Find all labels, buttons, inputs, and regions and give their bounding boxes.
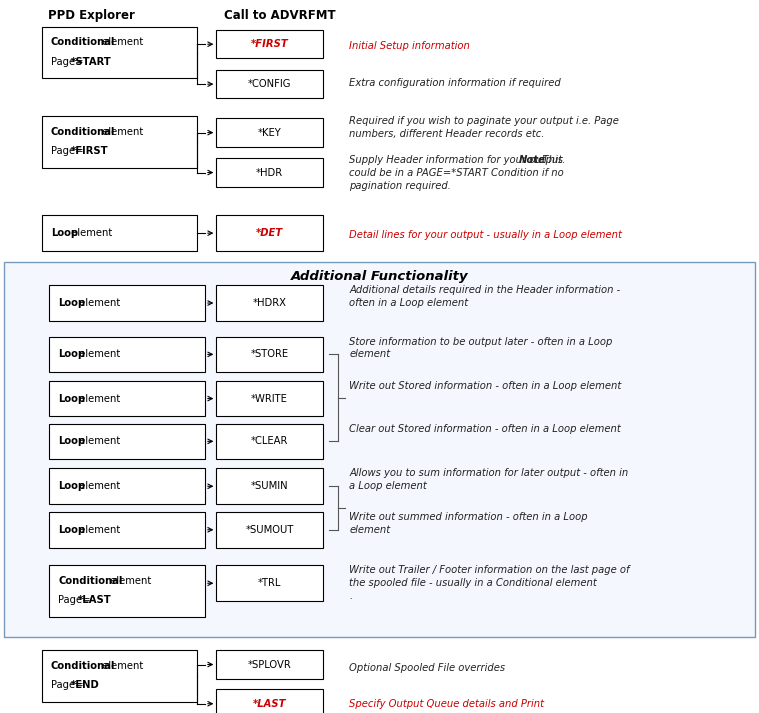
Text: *SUMOUT: *SUMOUT bbox=[245, 525, 294, 535]
Text: Write out Trailer / Footer information on the last page of: Write out Trailer / Footer information o… bbox=[349, 565, 630, 575]
Text: Conditional: Conditional bbox=[58, 576, 123, 586]
Text: a Loop element: a Loop element bbox=[349, 481, 427, 491]
Bar bbox=[49, 468, 205, 504]
Text: Supply Header information for your output.: Supply Header information for your outpu… bbox=[349, 155, 568, 165]
Text: Additional details required in the Header information -: Additional details required in the Heade… bbox=[349, 285, 620, 295]
Text: *DET: *DET bbox=[256, 228, 283, 238]
Text: *SUMIN: *SUMIN bbox=[250, 481, 288, 491]
Text: *END: *END bbox=[71, 680, 99, 690]
Text: *FIRST: *FIRST bbox=[250, 39, 288, 49]
Text: *KEY: *KEY bbox=[257, 128, 282, 138]
Text: *SPLOVR: *SPLOVR bbox=[247, 660, 291, 670]
Bar bbox=[216, 650, 323, 679]
Bar bbox=[49, 512, 205, 548]
Bar bbox=[42, 650, 197, 702]
Text: Detail lines for your output - usually in a Loop element: Detail lines for your output - usually i… bbox=[349, 230, 622, 240]
Text: *START: *START bbox=[71, 57, 112, 67]
Bar bbox=[216, 118, 323, 147]
Text: *LAST: *LAST bbox=[78, 595, 112, 605]
Bar bbox=[49, 565, 205, 617]
Bar bbox=[216, 158, 323, 187]
Text: element: element bbox=[349, 349, 390, 359]
Text: element: element bbox=[76, 298, 121, 308]
Text: element: element bbox=[99, 127, 143, 137]
Bar bbox=[216, 689, 323, 713]
Text: Loop: Loop bbox=[58, 525, 86, 535]
Bar bbox=[42, 215, 197, 251]
Text: Loop: Loop bbox=[58, 298, 86, 308]
Bar bbox=[216, 285, 323, 321]
Text: could be in a PAGE=*START Condition if no: could be in a PAGE=*START Condition if n… bbox=[349, 168, 564, 178]
Bar bbox=[49, 381, 205, 416]
Text: *WRITE: *WRITE bbox=[251, 394, 288, 404]
Bar bbox=[216, 70, 323, 98]
Bar bbox=[49, 424, 205, 459]
Text: Clear out Stored information - often in a Loop element: Clear out Stored information - often in … bbox=[349, 424, 621, 434]
Text: Loop: Loop bbox=[51, 228, 78, 238]
Text: Loop: Loop bbox=[58, 436, 86, 446]
Bar bbox=[216, 30, 323, 58]
Bar bbox=[42, 116, 197, 168]
Text: *CLEAR: *CLEAR bbox=[250, 436, 288, 446]
Text: Loop: Loop bbox=[58, 394, 86, 404]
Text: element: element bbox=[76, 481, 121, 491]
Text: Page=: Page= bbox=[51, 680, 83, 690]
Bar bbox=[42, 27, 197, 78]
Text: Required if you wish to paginate your output i.e. Page: Required if you wish to paginate your ou… bbox=[349, 116, 619, 126]
Bar bbox=[49, 337, 205, 372]
Text: Allows you to sum information for later output - often in: Allows you to sum information for later … bbox=[349, 468, 628, 478]
Text: : This: : This bbox=[537, 155, 563, 165]
Text: *STORE: *STORE bbox=[250, 349, 288, 359]
Text: PPD Explorer: PPD Explorer bbox=[48, 9, 134, 21]
Text: element: element bbox=[76, 349, 121, 359]
Text: Conditional: Conditional bbox=[51, 38, 115, 48]
Bar bbox=[216, 468, 323, 504]
Text: element: element bbox=[107, 576, 151, 586]
Text: element: element bbox=[76, 394, 121, 404]
Text: Write out Stored information - often in a Loop element: Write out Stored information - often in … bbox=[349, 381, 622, 391]
Text: element: element bbox=[349, 525, 390, 535]
Text: element: element bbox=[76, 525, 121, 535]
Text: .: . bbox=[349, 591, 352, 601]
Text: Conditional: Conditional bbox=[51, 661, 115, 671]
Bar bbox=[216, 424, 323, 459]
Text: Conditional: Conditional bbox=[51, 127, 115, 137]
Text: Initial Setup information: Initial Setup information bbox=[349, 41, 470, 51]
Text: *HDR: *HDR bbox=[256, 168, 283, 178]
Text: element: element bbox=[76, 436, 121, 446]
Bar bbox=[4, 262, 755, 637]
Text: *CONFIG: *CONFIG bbox=[247, 79, 291, 89]
Text: Optional Spooled File overrides: Optional Spooled File overrides bbox=[349, 663, 505, 673]
Text: element: element bbox=[99, 661, 143, 671]
Text: often in a Loop element: often in a Loop element bbox=[349, 298, 468, 308]
Text: Additional Functionality: Additional Functionality bbox=[291, 270, 468, 282]
Text: Page=: Page= bbox=[51, 57, 83, 67]
Bar bbox=[216, 215, 323, 251]
Bar bbox=[49, 285, 205, 321]
Bar bbox=[216, 565, 323, 601]
Text: element: element bbox=[68, 228, 113, 238]
Bar bbox=[216, 512, 323, 548]
Text: Note: Note bbox=[519, 155, 546, 165]
Bar bbox=[216, 381, 323, 416]
Text: Loop: Loop bbox=[58, 481, 86, 491]
Text: Specify Output Queue details and Print: Specify Output Queue details and Print bbox=[349, 699, 544, 709]
Text: *LAST: *LAST bbox=[253, 699, 286, 709]
Text: Loop: Loop bbox=[58, 349, 86, 359]
Text: pagination required.: pagination required. bbox=[349, 181, 451, 191]
Text: Page=: Page= bbox=[58, 595, 91, 605]
Text: Write out summed information - often in a Loop: Write out summed information - often in … bbox=[349, 512, 587, 522]
Text: *TRL: *TRL bbox=[258, 578, 281, 588]
Text: Call to ADVRFMT: Call to ADVRFMT bbox=[224, 9, 335, 21]
Text: numbers, different Header records etc.: numbers, different Header records etc. bbox=[349, 129, 544, 139]
Text: *FIRST: *FIRST bbox=[71, 146, 109, 156]
Text: Page=: Page= bbox=[51, 146, 83, 156]
Bar bbox=[216, 337, 323, 372]
Text: Extra configuration information if required: Extra configuration information if requi… bbox=[349, 78, 561, 88]
Text: element: element bbox=[99, 38, 143, 48]
Text: *HDRX: *HDRX bbox=[253, 298, 286, 308]
Text: Store information to be output later - often in a Loop: Store information to be output later - o… bbox=[349, 337, 613, 347]
Text: the spooled file - usually in a Conditional element: the spooled file - usually in a Conditio… bbox=[349, 578, 597, 588]
